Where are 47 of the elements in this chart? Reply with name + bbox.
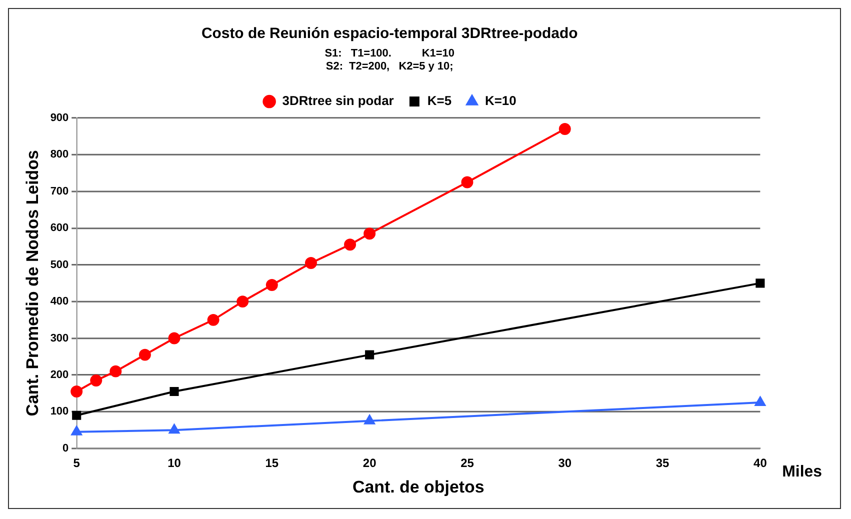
point bbox=[344, 238, 356, 251]
point bbox=[236, 296, 249, 308]
legend-label: K=5 bbox=[427, 93, 452, 108]
x-tick-label: 25 bbox=[460, 456, 474, 470]
y-tick-label: 200 bbox=[50, 369, 69, 382]
x-tick-label: 30 bbox=[558, 456, 572, 470]
point bbox=[558, 123, 571, 135]
y-tick-label: 100 bbox=[50, 406, 69, 418]
y-tick-label: 700 bbox=[50, 185, 69, 198]
point bbox=[168, 332, 180, 344]
chart-subtitle: S1: T1=100. K1=10 S2: T2=200, K2=5 y 10; bbox=[324, 47, 454, 73]
x-tick-label: 15 bbox=[265, 456, 279, 470]
point bbox=[754, 396, 766, 406]
chart-title: Costo de Reunión espacio-temporal 3DRtree-podado bbox=[201, 25, 578, 42]
x-tick-label: 20 bbox=[362, 456, 377, 470]
y-tick-label: 600 bbox=[50, 222, 69, 234]
y-axis-title: Cant. Promedio de Nodos Leidos bbox=[22, 150, 42, 416]
legend-label: 3DRtree sin podar bbox=[282, 93, 394, 108]
point bbox=[364, 228, 376, 240]
text: Miles bbox=[782, 464, 822, 481]
point bbox=[71, 426, 82, 436]
x-tick-label: 35 bbox=[656, 456, 670, 470]
point bbox=[110, 365, 122, 378]
x-tick-label: 5 bbox=[73, 456, 80, 470]
point bbox=[90, 374, 102, 386]
y-tick-label: 400 bbox=[50, 296, 69, 308]
y-tick-label: 800 bbox=[50, 148, 69, 161]
point bbox=[365, 350, 374, 360]
y-tick-label: 900 bbox=[50, 112, 69, 124]
x-tick-label: 40 bbox=[754, 456, 768, 470]
x-tick-label: 10 bbox=[168, 456, 182, 470]
point bbox=[138, 348, 151, 361]
point bbox=[170, 387, 179, 396]
x-axis-title: Cant. de objetos bbox=[352, 478, 484, 497]
legend-label: K=10 bbox=[484, 93, 516, 108]
point bbox=[168, 424, 180, 434]
y-tick-label: 300 bbox=[50, 332, 69, 344]
y-tick-label: 0 bbox=[62, 442, 69, 454]
point bbox=[304, 257, 317, 269]
point bbox=[72, 410, 82, 420]
point bbox=[207, 314, 220, 326]
point bbox=[461, 176, 474, 188]
point bbox=[756, 278, 765, 288]
point bbox=[70, 386, 83, 398]
point bbox=[266, 279, 278, 292]
point bbox=[364, 414, 375, 424]
y-tick-label: 500 bbox=[50, 258, 69, 271]
